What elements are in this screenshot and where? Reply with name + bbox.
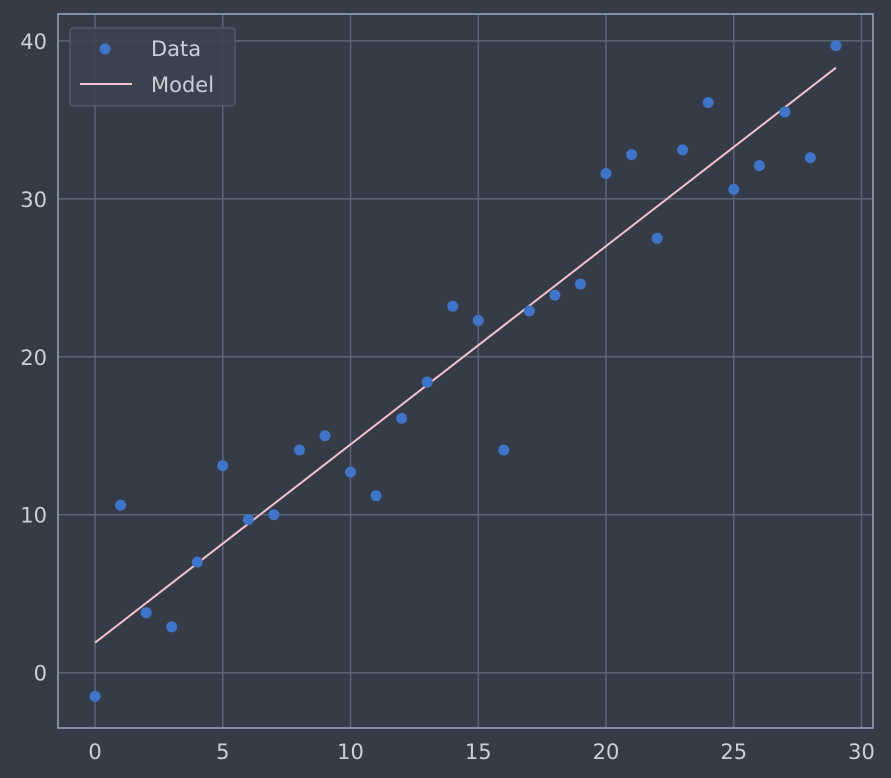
data-point [370,490,382,502]
x-tick-label: 10 [337,740,364,764]
data-point [89,690,101,702]
data-point [779,106,791,118]
y-tick-label: 30 [20,188,47,212]
data-point [600,168,612,180]
data-point [574,278,586,290]
data-point [728,183,740,195]
tick-labels-layer: 0 5 10 15 20 25 30 0 10 20 30 40 [20,30,875,764]
data-point [421,376,433,388]
x-tick-label: 0 [88,740,101,764]
data-point [217,460,229,472]
data-point [677,144,689,156]
data-point [319,430,331,442]
data-point [115,499,127,511]
y-tick-label: 0 [34,662,47,686]
data-point [549,289,561,301]
data-point [498,444,510,456]
x-tick-label: 30 [848,740,875,764]
data-point [140,607,152,619]
data-point [447,300,459,312]
y-tick-label: 10 [20,504,47,528]
data-point [472,314,484,326]
x-tick-label: 15 [465,740,492,764]
data-point [830,40,842,52]
y-tick-label: 20 [20,346,47,370]
data-point [753,160,765,172]
model-line [94,66,837,644]
model-line-layer [94,66,837,644]
data-point [396,412,408,424]
data-point [626,149,638,161]
data-point [166,621,178,633]
data-point [268,509,280,521]
data-point [345,466,357,478]
legend: Data Model [69,27,236,107]
legend-data-label: Data [151,37,201,61]
x-tick-label: 25 [720,740,747,764]
legend-box [69,27,236,107]
x-tick-label: 20 [593,740,620,764]
data-point [651,232,663,244]
x-tick-label: 5 [216,740,229,764]
data-point [523,305,535,317]
data-points-layer [89,40,842,702]
y-tick-label: 40 [20,30,47,54]
data-point [293,444,305,456]
data-point [242,513,254,525]
data-point [191,556,203,568]
legend-model-label: Model [151,73,214,97]
data-point [702,96,714,108]
legend-data-marker [99,43,111,55]
data-point [804,152,816,164]
plot-frame [57,13,874,729]
